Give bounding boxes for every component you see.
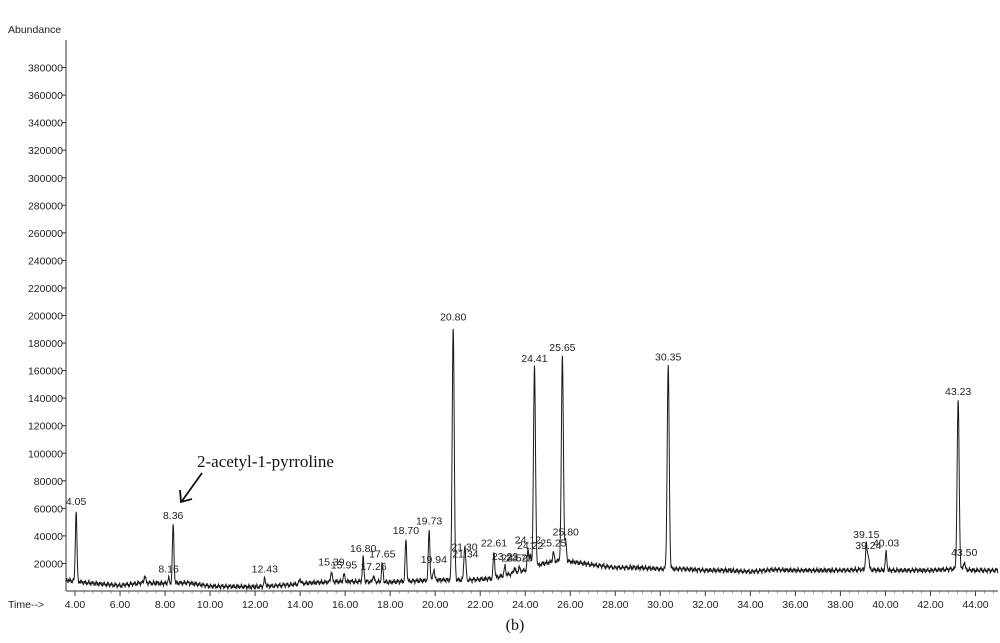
- x-tick-label: 44.00: [962, 599, 988, 611]
- y-tick-label: 80000: [34, 476, 63, 488]
- peak-label: 24.22: [517, 540, 543, 552]
- peak-label: 40.03: [873, 537, 899, 549]
- y-tick-label: 200000: [28, 311, 63, 323]
- peak-label: 12.43: [252, 564, 278, 576]
- x-tick-label: 12.00: [242, 599, 268, 611]
- peak-label: 18.70: [393, 525, 419, 537]
- peak-label: 15.39: [318, 557, 344, 569]
- x-tick-label: 24.00: [512, 599, 538, 611]
- x-tick-label: 42.00: [917, 599, 943, 611]
- x-tick-label: 20.00: [422, 599, 448, 611]
- x-tick-label: 28.00: [602, 599, 628, 611]
- x-tick-label: 36.00: [782, 599, 808, 611]
- peak-label: 39.24: [855, 540, 881, 552]
- annotation-arrow: [179, 472, 203, 504]
- x-minor-tick-group: [74, 591, 994, 594]
- x-tick-label: 8.00: [155, 599, 176, 611]
- x-tick-label: 38.00: [827, 599, 853, 611]
- peak-label: 39.15: [853, 529, 879, 541]
- peak-label: 23.23: [492, 551, 518, 563]
- peak-label: 25.80: [553, 526, 579, 538]
- x-tick-label: 30.00: [647, 599, 673, 611]
- x-tick-group: 4.00 6.00 8.00 10.00 12.00 14.00 16.00 18.00 20.…: [65, 591, 989, 611]
- peak-label: 21.34: [452, 548, 478, 560]
- x-tick-label: 22.00: [467, 599, 493, 611]
- x-tick-label: 18.00: [377, 599, 403, 611]
- x-tick-label: 10.00: [197, 599, 223, 611]
- peak-label: 19.73: [416, 515, 442, 527]
- annotation-label: 2-acetyl-1-pyrroline: [197, 452, 334, 471]
- x-tick-label: 32.00: [692, 599, 718, 611]
- x-tick-label: 16.00: [332, 599, 358, 611]
- peak-label: 20.80: [440, 312, 466, 324]
- y-tick-label: 220000: [28, 283, 63, 295]
- peak-label: 19.94: [421, 554, 447, 566]
- x-tick-label: 6.00: [110, 599, 131, 611]
- peak-label: 8.36: [163, 510, 184, 522]
- peak-label: 24.12: [515, 535, 541, 547]
- y-tick-label: 340000: [28, 118, 63, 130]
- peak-label: 15.95: [331, 559, 357, 571]
- peak-label: 16.80: [350, 543, 376, 555]
- peak-label: 43.23: [945, 386, 971, 398]
- peak-label: 43.50: [951, 547, 977, 559]
- peak-label: 21.30: [451, 542, 477, 554]
- peak-label: 25.65: [549, 342, 575, 354]
- x-axis-title: Time-->: [8, 599, 44, 611]
- chromatogram-trace: [65, 328, 999, 592]
- y-tick-group: 20000 40000 60000 80000 100000 120000 140000 16…: [28, 63, 66, 570]
- peak-label: 24.41: [521, 353, 547, 365]
- x-tick-label: 34.00: [737, 599, 763, 611]
- peak-label: 23.52: [501, 553, 527, 565]
- figure-caption: (b): [506, 617, 525, 634]
- y-tick-label: 100000: [28, 448, 63, 460]
- y-tick-label: 40000: [34, 531, 63, 543]
- y-tick-label: 380000: [28, 63, 63, 75]
- y-tick-label: 140000: [28, 393, 63, 405]
- y-tick-label: 260000: [28, 228, 63, 240]
- peak-label: 22.61: [481, 537, 507, 549]
- x-tick-label: 4.00: [65, 599, 86, 611]
- x-tick-label: 14.00: [287, 599, 313, 611]
- peak-label: 23.73: [506, 553, 532, 565]
- x-tick-label: 40.00: [872, 599, 898, 611]
- peak-label: 17.65: [369, 548, 395, 560]
- y-tick-label: 20000: [34, 558, 63, 570]
- y-tick-label: 180000: [28, 338, 63, 350]
- peak-label: 8.16: [158, 564, 179, 576]
- y-tick-label: 240000: [28, 255, 63, 267]
- y-tick-label: 360000: [28, 90, 63, 102]
- y-tick-label: 120000: [28, 421, 63, 433]
- peak-label: 17.26: [360, 561, 386, 573]
- peak-label: 4.05: [66, 496, 87, 508]
- y-tick-label: 320000: [28, 145, 63, 157]
- peak-label: 30.35: [655, 351, 681, 363]
- y-axis-title: Abundance: [8, 24, 61, 36]
- y-tick-label: 60000: [34, 503, 63, 515]
- y-tick-label: 300000: [28, 173, 63, 185]
- x-tick-label: 26.00: [557, 599, 583, 611]
- y-tick-label: 280000: [28, 200, 63, 212]
- y-tick-label: 160000: [28, 366, 63, 378]
- peak-label: 25.25: [540, 537, 566, 549]
